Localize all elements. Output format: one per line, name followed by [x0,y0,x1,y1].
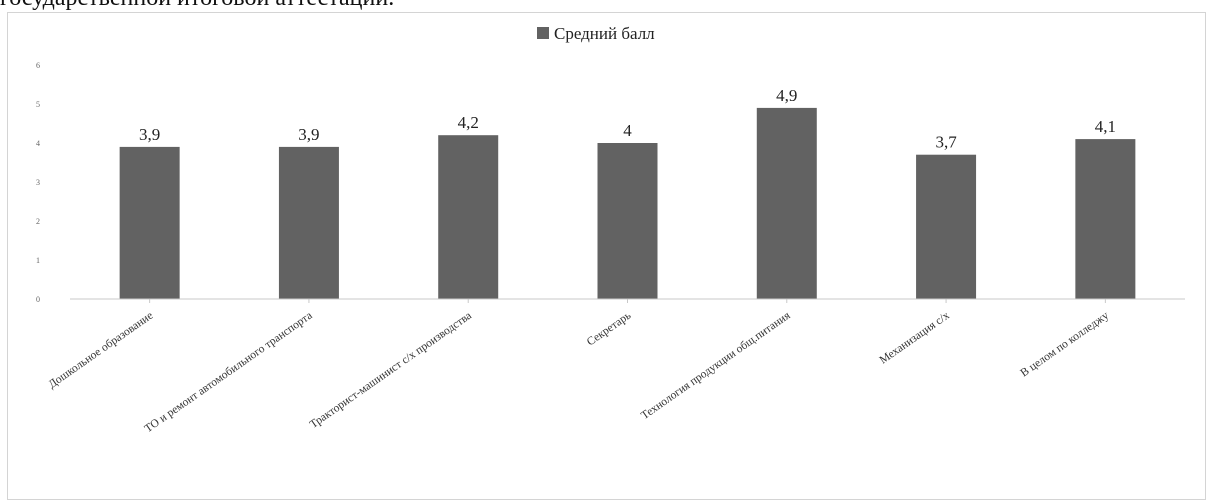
data-label: 3,7 [935,133,957,152]
data-label: 3,9 [298,125,319,144]
y-tick-label: 0 [36,295,40,304]
y-tick-label: 1 [36,256,40,265]
data-label: 4,2 [458,113,479,132]
category-label: Механизация с/х [878,309,952,366]
category-label: Технология продукции общ.питания [639,309,793,422]
legend-label: Средний балл [554,24,655,43]
data-label: 3,9 [139,125,160,144]
legend: Средний балл [537,24,655,43]
y-tick-label: 5 [36,100,40,109]
chart-area [7,12,1206,500]
bar [278,146,339,299]
y-tick-label: 6 [36,61,40,70]
category-label: Дошкольное образование [46,310,155,391]
data-label: 4,1 [1095,117,1116,136]
bar [597,143,658,299]
legend-swatch [537,27,549,39]
data-label: 4 [623,121,632,140]
y-tick-label: 2 [36,217,40,226]
y-axis: 0 1 2 3 4 5 6 [36,61,40,304]
bars [119,107,1136,300]
bar [1075,139,1136,299]
page-heading-text: государственной итоговой аттестации. [0,0,394,13]
data-label: 4,9 [776,86,797,105]
bar [756,107,817,300]
bar [438,135,499,299]
y-tick-label: 3 [36,178,40,187]
y-tick-label: 4 [36,139,40,148]
category-label: В целом по колледжу [1019,309,1112,379]
category-label: Секретарь [585,310,633,349]
bar [916,154,977,299]
category-label: Тракторист-машинист с/х производства [308,310,474,431]
bar [119,146,180,299]
category-label: ТО и ремонт автомобильного транспорта [143,310,315,436]
data-labels: 3,9 3,9 4,2 4 4,9 3,7 4,1 [139,86,1116,152]
